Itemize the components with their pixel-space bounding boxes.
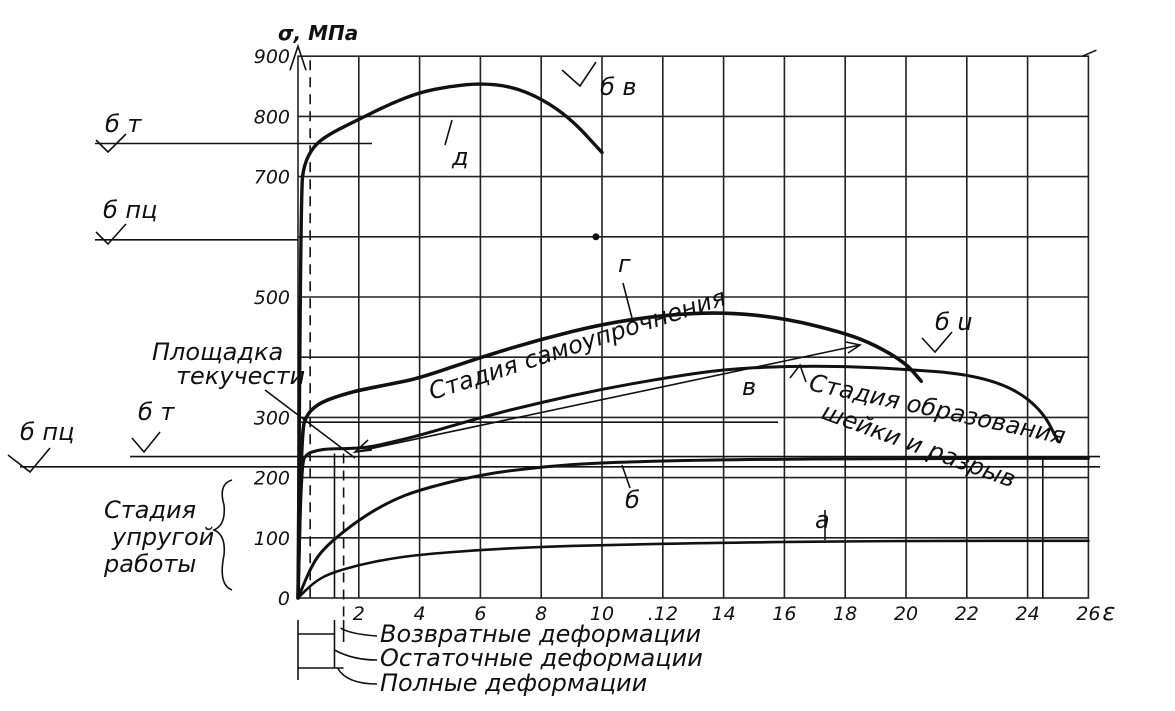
leader-line: [336, 667, 378, 685]
sigma-pc-label: б пц: [20, 418, 74, 446]
x-tick-label: 26: [1076, 603, 1100, 625]
sigma-pc-label: б пц: [103, 196, 157, 224]
y-tick-label: 900: [254, 46, 290, 68]
sigma-u-label: б u: [935, 308, 973, 336]
y-tick-label: 300: [254, 407, 290, 429]
y-tick-label: 200: [254, 468, 290, 490]
y-tick-label: 800: [254, 106, 290, 128]
x-tick-label: 22: [955, 603, 979, 625]
y-tick-label: 100: [254, 528, 290, 550]
x-tick-label: 16: [772, 603, 796, 625]
elastic-stage-label: Стадия: [104, 496, 196, 524]
x-tick-label: 14: [712, 603, 736, 625]
yield-plateau-label: текучести: [176, 362, 305, 390]
leader-line: [621, 464, 631, 489]
check-mark: [95, 223, 127, 246]
x-axis-arrow: [1082, 49, 1097, 57]
series-line: [296, 539, 1090, 600]
annotations: б в б т б пц б т б пц б u д г в б а Площадкатекучес…: [7, 61, 1068, 697]
y-tick-label: 500: [254, 287, 290, 309]
x-tick-label: 2: [353, 603, 365, 625]
series-line: [296, 456, 1090, 600]
brace: [211, 479, 233, 591]
y-axis-arrow: [289, 43, 307, 71]
point-marker: [592, 233, 600, 241]
curve-label: г: [618, 250, 631, 278]
curve-label: в: [742, 373, 756, 401]
curve-label: д: [451, 143, 469, 171]
plot-frame: [297, 55, 1090, 599]
curve-label: а: [815, 506, 830, 534]
series-line: [296, 364, 1060, 600]
residual-deformation-label: Остаточные деформации: [380, 644, 703, 672]
x-tick-label: 6: [474, 603, 486, 625]
series-line: [296, 311, 923, 600]
y-axis-label: σ, МПа: [278, 21, 358, 45]
leader-line: [334, 649, 378, 661]
y-tick-label: 700: [254, 167, 290, 189]
x-tick-label: .12: [648, 603, 678, 625]
x-axis-label: ε: [1102, 598, 1115, 626]
leader-line: [264, 389, 356, 459]
hardening-stage-label: Стадия самоупрочнения: [425, 283, 729, 406]
x-tick-label: 24: [1016, 603, 1040, 625]
yield-plateau-label: Площадка: [152, 338, 283, 366]
total-deformation-label: Полные деформации: [380, 669, 647, 697]
curves: [296, 82, 1090, 600]
leader-line: [444, 119, 453, 146]
check-mark: [561, 61, 597, 88]
x-tick-label: 8: [535, 603, 547, 625]
x-tick-label: 20: [894, 603, 918, 625]
arrow-head: [789, 363, 807, 383]
sigma-t-label: б т: [138, 398, 175, 426]
returned-deformation-label: Возвратные деформации: [380, 620, 701, 648]
arrow-head: [845, 341, 863, 354]
elastic-stage-label: упругой: [111, 523, 214, 551]
x-tick-label: 10: [590, 603, 614, 625]
check-mark: [7, 447, 51, 474]
x-tick-label: 4: [414, 603, 426, 625]
y-tick-label: 0: [278, 588, 290, 610]
elastic-stage-label: работы: [103, 550, 196, 578]
sigma-t-label: б т: [105, 110, 142, 138]
check-mark: [95, 133, 127, 154]
check-mark: [131, 431, 161, 454]
sigma-v-label: б в: [600, 73, 637, 101]
arrow-head: [352, 439, 373, 454]
leader-line: [622, 282, 633, 319]
tick-labels: 2 4 6 8 10.12 14 16 18 20 22 24 2601002003005007008…: [254, 21, 1116, 626]
hardening-arrow: [354, 344, 861, 453]
grid: [289, 43, 1097, 599]
curve-label: б: [625, 486, 640, 514]
series-line: [296, 82, 604, 600]
x-tick-label: 18: [833, 603, 857, 625]
check-mark: [921, 331, 953, 354]
leader-line: [340, 627, 378, 637]
